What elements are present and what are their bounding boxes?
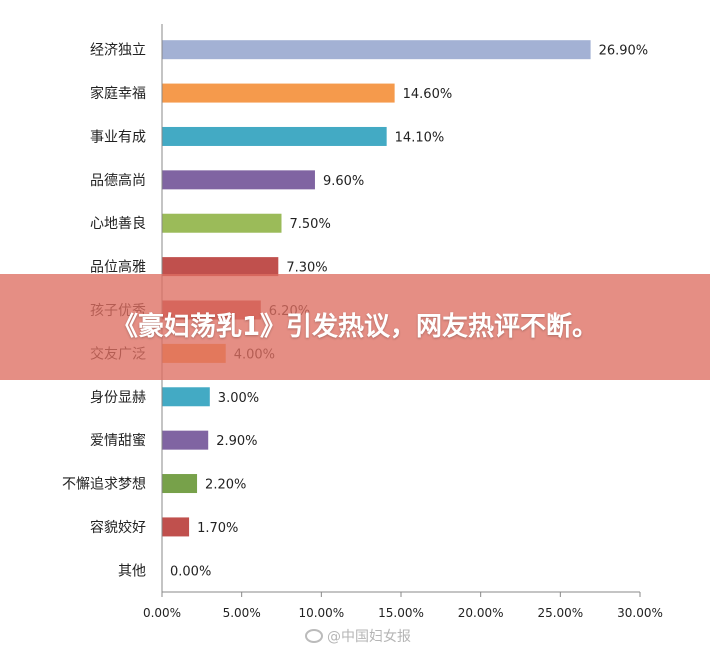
bar — [162, 40, 591, 60]
bar — [162, 126, 387, 146]
category-label: 品位高雅 — [90, 259, 146, 276]
bar — [162, 430, 209, 450]
category-label: 家庭幸福 — [90, 85, 146, 102]
category-label: 身份显赫 — [90, 390, 146, 406]
value-label: 14.60% — [403, 87, 453, 102]
value-label: 9.60% — [323, 174, 364, 189]
bar — [162, 83, 395, 103]
bar — [162, 213, 282, 233]
category-label: 容貌姣好 — [90, 519, 146, 536]
category-label: 不懈追求梦想 — [62, 476, 146, 493]
headline-text: 《豪妇荡乳1》引发热议，网友热评不断。 — [111, 312, 599, 342]
value-label: 2.90% — [216, 434, 257, 449]
category-label: 爱情甜蜜 — [90, 433, 146, 449]
value-label: 0.00% — [170, 564, 211, 579]
category-label: 品德高尚 — [90, 172, 146, 189]
value-label: 1.70% — [197, 521, 238, 536]
category-label: 经济独立 — [90, 43, 146, 59]
value-label: 3.00% — [218, 391, 259, 406]
value-label: 2.20% — [205, 478, 246, 493]
bar — [162, 387, 210, 407]
x-axis: 0.00% 5.00% 10.00% 15.00% 20.00% 25.00% 30.00% — [143, 24, 663, 620]
x-tick-label: 15.00% — [378, 606, 424, 620]
bar — [162, 474, 198, 494]
watermark-text: @中国妇女报 — [327, 629, 411, 645]
bar — [162, 170, 315, 190]
value-label: 14.10% — [395, 130, 445, 145]
value-label: 7.50% — [290, 217, 331, 232]
x-tick-label: 25.00% — [537, 606, 583, 620]
weibo-icon — [305, 629, 323, 643]
headline-banner: 《豪妇荡乳1》引发热议，网友热评不断。 — [0, 274, 710, 380]
x-tick-label: 5.00% — [223, 606, 261, 620]
x-tick-label: 30.00% — [617, 606, 663, 620]
x-tick-label: 10.00% — [298, 606, 344, 620]
value-label: 26.90% — [599, 44, 649, 59]
category-label: 心地善良 — [90, 216, 146, 232]
category-label: 事业有成 — [90, 129, 146, 145]
x-tick-label: 20.00% — [458, 606, 504, 620]
x-tick-label: 0.00% — [143, 606, 181, 620]
value-label: 7.30% — [286, 261, 327, 276]
bar — [162, 257, 279, 277]
bar — [162, 517, 190, 537]
category-label: 其他 — [118, 563, 146, 579]
watermark: @中国妇女报 — [305, 626, 411, 646]
